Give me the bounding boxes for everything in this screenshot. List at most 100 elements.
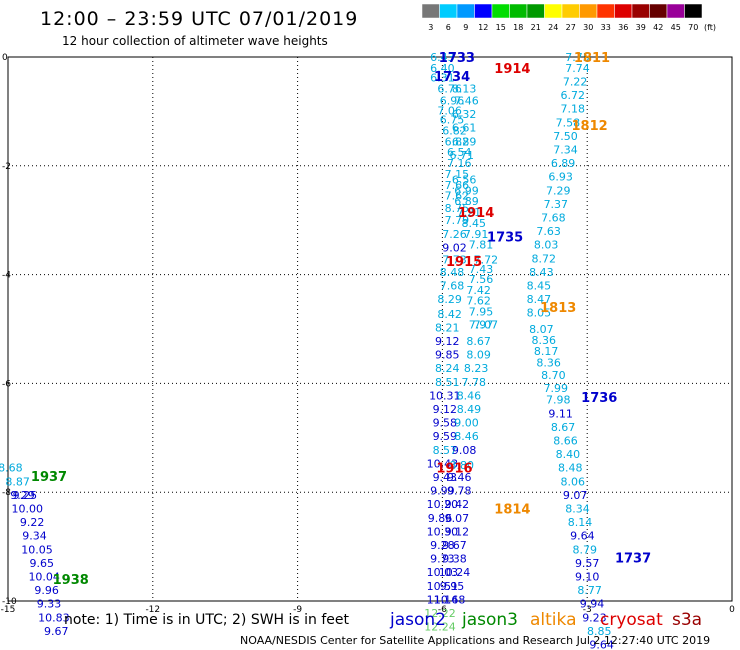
- colorbar-tick-label: 70: [688, 23, 698, 32]
- colorbar-tick-label: 24: [548, 23, 558, 32]
- swh-value: 7.62: [445, 190, 470, 203]
- swh-value: 9.46: [447, 471, 472, 484]
- y-tick-label: 0: [2, 53, 8, 63]
- swh-value: 6.89: [452, 135, 477, 148]
- colorbar-unit-label: (ft): [704, 23, 716, 32]
- swh-value: 12.22: [424, 607, 456, 620]
- swh-value: 7.29: [546, 184, 571, 197]
- swh-value: 8.48: [440, 266, 465, 279]
- pass-time-label: 1813: [540, 301, 576, 316]
- swh-value: 7.66: [445, 179, 470, 192]
- swh-value: 9.11: [548, 407, 573, 420]
- swh-value: 8.03: [534, 239, 559, 252]
- chart-title: 12:00 – 23:59 UTC 07/01/2019: [40, 8, 359, 30]
- swh-value: 8.72: [532, 252, 557, 265]
- colorbar-tick-label: 18: [513, 23, 523, 32]
- swh-value: 9.99: [430, 485, 455, 498]
- swh-value: 9.02: [442, 241, 467, 254]
- swh-value: 7.26: [442, 228, 467, 241]
- swh-value: 8.70: [541, 369, 566, 382]
- swh-value: 6.89: [454, 195, 479, 208]
- swh-value: 9.22: [20, 516, 45, 529]
- mission-legend-s3a: s3a: [672, 610, 703, 630]
- swh-value: 7.21: [457, 206, 482, 219]
- colorbar-tick-label: 21: [531, 23, 541, 32]
- swh-value: 6.31: [430, 72, 455, 85]
- swh-value: 8.23: [464, 362, 489, 375]
- pass-time-label: 1916: [436, 462, 472, 477]
- swh-value: 11.14: [427, 593, 459, 606]
- swh-value: 6.32: [452, 108, 477, 121]
- swh-value: 8.87: [5, 475, 30, 488]
- swh-value: 9.59: [433, 430, 458, 443]
- swh-value: 8.46: [454, 430, 479, 443]
- pass-time-label: 1914: [458, 206, 494, 221]
- pass-time-label: 1937: [31, 470, 67, 485]
- swh-value: 6.54: [447, 146, 472, 159]
- swh-value: 7.73: [442, 253, 467, 266]
- swh-value: 8.47: [527, 293, 552, 306]
- swh-value: 7.74: [565, 62, 590, 75]
- swh-value: 7.22: [563, 75, 588, 88]
- x-tick-label: -6: [438, 605, 447, 615]
- swh-value: 9.34: [22, 530, 47, 543]
- x-tick-label: 0: [729, 605, 735, 615]
- swh-value: 9.25: [13, 489, 38, 502]
- swh-value: 9.73: [430, 553, 455, 566]
- swh-value: 8.77: [577, 584, 602, 597]
- swh-colorbar: 3 6 9 12 15 18 21 24 27 30 33 36 39 42 45 70 (ft): [421, 4, 716, 32]
- swh-value: 9.95: [440, 580, 465, 593]
- y-tick-label: -8: [2, 488, 11, 498]
- swh-value: 8.17: [534, 345, 559, 358]
- swh-value: 6.82: [445, 135, 470, 148]
- swh-value: 9.07: [445, 512, 470, 525]
- swh-value: 7.16: [447, 157, 472, 170]
- swh-value: 10.24: [439, 566, 471, 579]
- swh-value: 10.05: [21, 543, 53, 556]
- y-tick-label: -4: [2, 271, 11, 281]
- swh-value: 8.09: [466, 349, 491, 362]
- swh-value: 9.28: [430, 539, 455, 552]
- pass-time-label: 1734: [434, 70, 470, 85]
- swh-value: 9.96: [34, 584, 59, 597]
- swh-value: 9.12: [435, 335, 460, 348]
- colorbar-tick-label: 33: [601, 23, 611, 32]
- swh-value: 7.81: [469, 239, 494, 252]
- colorbar-tick-label: 39: [636, 23, 646, 32]
- swh-value: 7.43: [469, 263, 494, 276]
- swh-value: 9.12: [433, 403, 458, 416]
- swh-value: 9.58: [433, 417, 458, 430]
- swh-value: 8.14: [568, 516, 593, 529]
- swh-value: 7.50: [553, 130, 578, 143]
- pass-time-label: 1737: [615, 551, 651, 566]
- swh-value: 7.97: [469, 319, 494, 332]
- swh-value: 6.93: [548, 171, 573, 184]
- swh-value: 6.43: [430, 51, 455, 64]
- swh-value: 10.04: [28, 571, 60, 584]
- swh-value: 8.46: [457, 389, 482, 402]
- swh-value: 6.99: [454, 184, 479, 197]
- swh-value: 7.42: [466, 284, 491, 297]
- mission-legend-cryosat: cryosat: [600, 610, 663, 630]
- x-tick-label: -3: [583, 605, 592, 615]
- swh-value: 7.58: [556, 116, 581, 129]
- swh-value: 8.21: [435, 321, 460, 334]
- swh-value: 7.46: [454, 95, 479, 108]
- swh-value: 8.43: [529, 266, 554, 279]
- colorbar-tick-label: 42: [653, 23, 663, 32]
- swh-value: 7.15: [445, 168, 470, 181]
- swh-value: 9.67: [44, 625, 69, 638]
- chart-subtitle: 12 hour collection of altimeter wave hei…: [62, 34, 328, 48]
- swh-value: 7.98: [546, 394, 571, 407]
- colorbar-tick-label: 15: [496, 23, 506, 32]
- pass-time-label: 1938: [53, 573, 89, 588]
- swh-value: 6.40: [430, 62, 455, 75]
- swh-value: 8.05: [527, 307, 552, 320]
- pass-time-label: 1914: [494, 62, 530, 77]
- mission-legend-altika: altika: [530, 610, 577, 630]
- swh-value: 10.83: [38, 611, 70, 624]
- swh-value: 6.96: [440, 95, 465, 108]
- swh-value: 8.45: [462, 217, 487, 230]
- swh-value: 8.42: [437, 308, 462, 321]
